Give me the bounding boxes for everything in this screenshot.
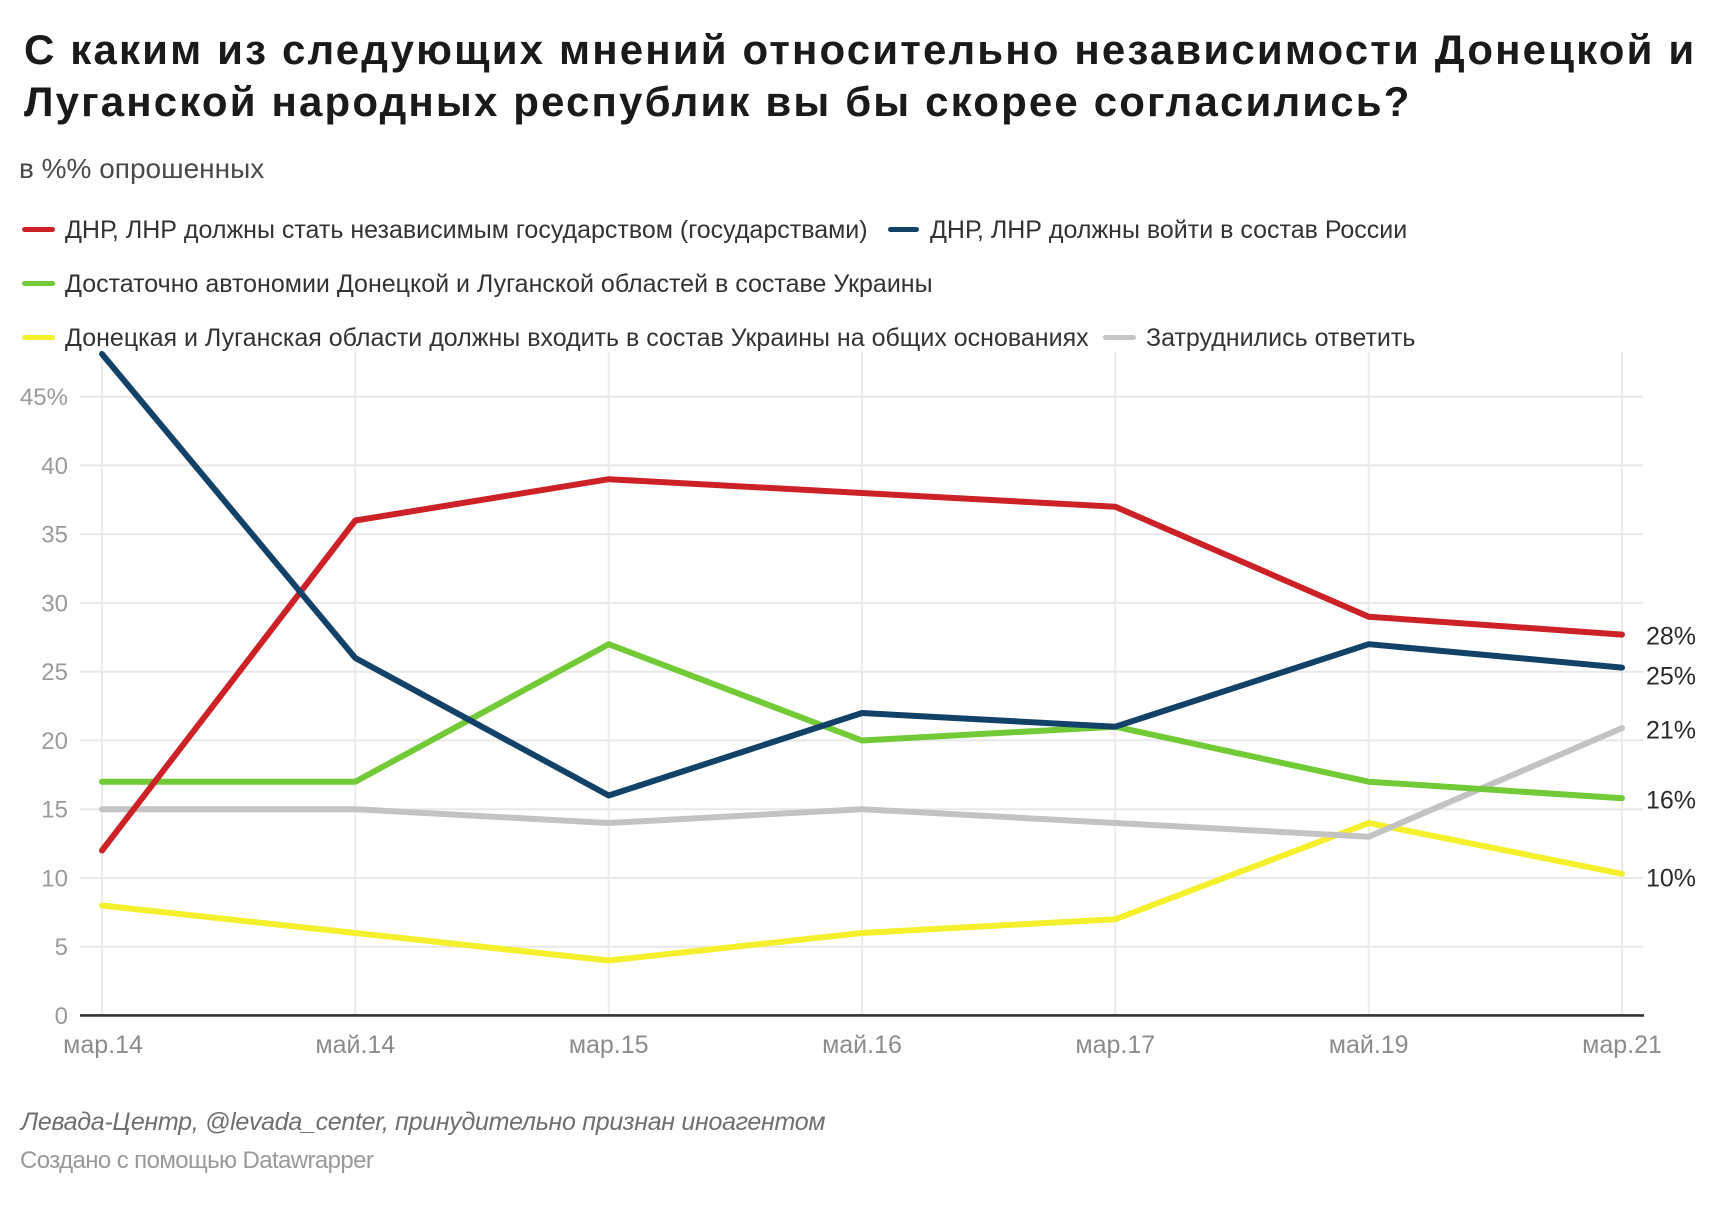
svg-text:16%: 16%: [1646, 787, 1696, 815]
svg-text:мар.21: мар.21: [1582, 1031, 1662, 1059]
svg-text:мар.17: мар.17: [1075, 1031, 1155, 1059]
svg-text:5: 5: [55, 934, 68, 961]
svg-text:25%: 25%: [1646, 663, 1696, 691]
svg-text:май.19: май.19: [1329, 1031, 1409, 1059]
svg-text:май.14: май.14: [315, 1031, 395, 1059]
svg-text:35: 35: [41, 522, 68, 549]
svg-text:10: 10: [41, 865, 68, 892]
svg-text:21%: 21%: [1646, 717, 1696, 745]
svg-text:30: 30: [41, 590, 68, 617]
svg-text:0: 0: [55, 1003, 68, 1030]
svg-text:28%: 28%: [1646, 623, 1696, 651]
svg-text:май.16: май.16: [822, 1031, 902, 1059]
svg-text:мар.14: мар.14: [63, 1031, 143, 1059]
svg-text:40: 40: [41, 453, 68, 480]
svg-text:15: 15: [41, 797, 68, 824]
svg-text:мар.15: мар.15: [569, 1031, 649, 1059]
svg-text:10%: 10%: [1646, 865, 1696, 893]
svg-text:45%: 45%: [20, 384, 68, 411]
svg-text:25: 25: [41, 659, 68, 686]
svg-text:20: 20: [41, 728, 68, 755]
